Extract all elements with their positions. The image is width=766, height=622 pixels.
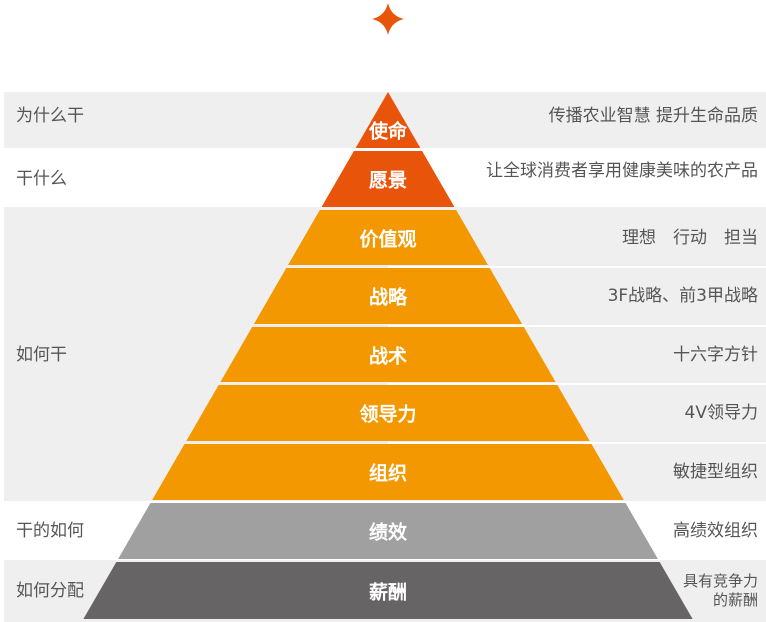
row-separator xyxy=(388,325,766,327)
four-point-star-icon xyxy=(372,3,404,35)
layer-name: 战术 xyxy=(368,345,408,367)
layer-description: 4V领导力 xyxy=(684,403,758,423)
pyramid-layer xyxy=(118,503,658,559)
row-separator xyxy=(388,383,766,385)
left-category-label: 如何分配 xyxy=(16,580,84,601)
layer-name: 价值观 xyxy=(359,228,417,250)
layer-name: 领导力 xyxy=(359,403,417,426)
layer-name: 薪酬 xyxy=(368,581,408,603)
left-category-label: 为什么干 xyxy=(16,106,84,126)
left-category-label: 干的如何 xyxy=(16,521,84,541)
left-category-label: 干什么 xyxy=(16,169,67,189)
layer-description: 高绩效组织 xyxy=(673,521,758,541)
layer-description: 敏捷型组织 xyxy=(673,462,758,482)
layer-description: 3F战略、前3甲战略 xyxy=(607,286,758,306)
layer-description: 传播农业智慧 提升生命品质 xyxy=(548,106,758,126)
layer-name: 战略 xyxy=(368,286,408,309)
layer-name: 使命 xyxy=(368,120,408,143)
pyramid-layer xyxy=(152,444,624,500)
pyramid-layer xyxy=(288,210,488,265)
pyramid-layer xyxy=(83,562,693,619)
layer-description: 让全球消费者享用健康美味的农产品 xyxy=(486,161,758,181)
layer-name: 愿景 xyxy=(368,169,408,192)
row-separator xyxy=(388,266,766,268)
layer-description: 理想 行动 担当 xyxy=(622,227,758,248)
layer-name: 绩效 xyxy=(368,521,408,544)
row-separator xyxy=(388,442,766,444)
pyramid-layer xyxy=(355,92,421,148)
pyramid-layer xyxy=(253,268,523,324)
layer-name: 组织 xyxy=(368,462,408,485)
layer-description: 十六字方针 xyxy=(673,344,758,365)
layer-description: 具有竞争力 的薪酬 xyxy=(682,571,758,609)
left-category-label: 如何干 xyxy=(16,345,67,365)
pyramid-layer xyxy=(321,151,455,207)
pyramid-layer xyxy=(186,385,590,441)
pyramid-layer xyxy=(220,327,556,382)
